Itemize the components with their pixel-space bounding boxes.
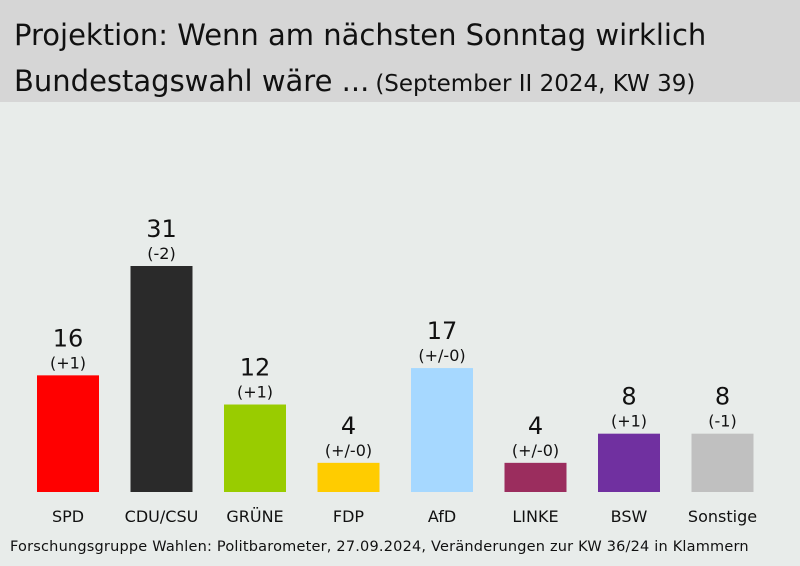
bar-linke	[504, 462, 567, 492]
chart-header: Projektion: Wenn am nächsten Sonntag wir…	[0, 0, 800, 102]
change-label-spd: (+1)	[50, 353, 86, 372]
change-label-fdp: (+/-0)	[325, 441, 372, 460]
category-label-spd: SPD	[52, 507, 84, 526]
bar-sonstige	[691, 433, 754, 492]
category-label-fdp: FDP	[333, 507, 365, 526]
value-label-gr-ne: 12	[240, 354, 271, 382]
category-label-linke: LINKE	[512, 507, 558, 526]
bar-spd	[37, 375, 99, 492]
value-label-afd: 17	[427, 317, 458, 345]
source-note: Forschungsgruppe Wahlen: Politbarometer,…	[10, 539, 749, 555]
value-label-sonstige: 8	[715, 383, 730, 411]
category-label-afd: AfD	[428, 507, 456, 526]
chart-title-line-1: Projektion: Wenn am nächsten Sonntag wir…	[14, 18, 707, 52]
bar-chart: 16(+1)SPD31(-2)CDU/CSU12(+1)GRÜNE4(+/-0)…	[37, 215, 757, 526]
value-label-fdp: 4	[341, 412, 356, 440]
category-label-cdu-csu: CDU/CSU	[125, 507, 199, 526]
category-label-sonstige: Sonstige	[688, 507, 757, 526]
change-label-bsw: (+1)	[611, 412, 647, 431]
bar-afd	[411, 368, 473, 492]
chart-title-line-2: Bundestagswahl wäre ... (September II 202…	[14, 64, 695, 98]
value-label-cdu-csu: 31	[146, 215, 177, 243]
value-label-spd: 16	[53, 324, 84, 352]
value-label-linke: 4	[528, 412, 543, 440]
bar-bsw	[598, 433, 660, 492]
change-label-afd: (+/-0)	[418, 346, 465, 365]
change-label-gr-ne: (+1)	[237, 383, 273, 402]
value-label-bsw: 8	[621, 383, 636, 411]
bar-gr-ne	[224, 404, 286, 492]
change-label-cdu-csu: (-2)	[147, 244, 175, 263]
bar-fdp	[317, 462, 380, 492]
bar-cdu-csu	[130, 266, 193, 492]
category-label-bsw: BSW	[611, 507, 648, 526]
change-label-linke: (+/-0)	[512, 441, 559, 460]
chart-subtitle: (September II 2024, KW 39)	[375, 71, 696, 97]
chart-title-line-2-text: Bundestagswahl wäre ...	[14, 64, 370, 98]
category-label-gr-ne: GRÜNE	[226, 507, 283, 526]
change-label-sonstige: (-1)	[708, 412, 736, 431]
